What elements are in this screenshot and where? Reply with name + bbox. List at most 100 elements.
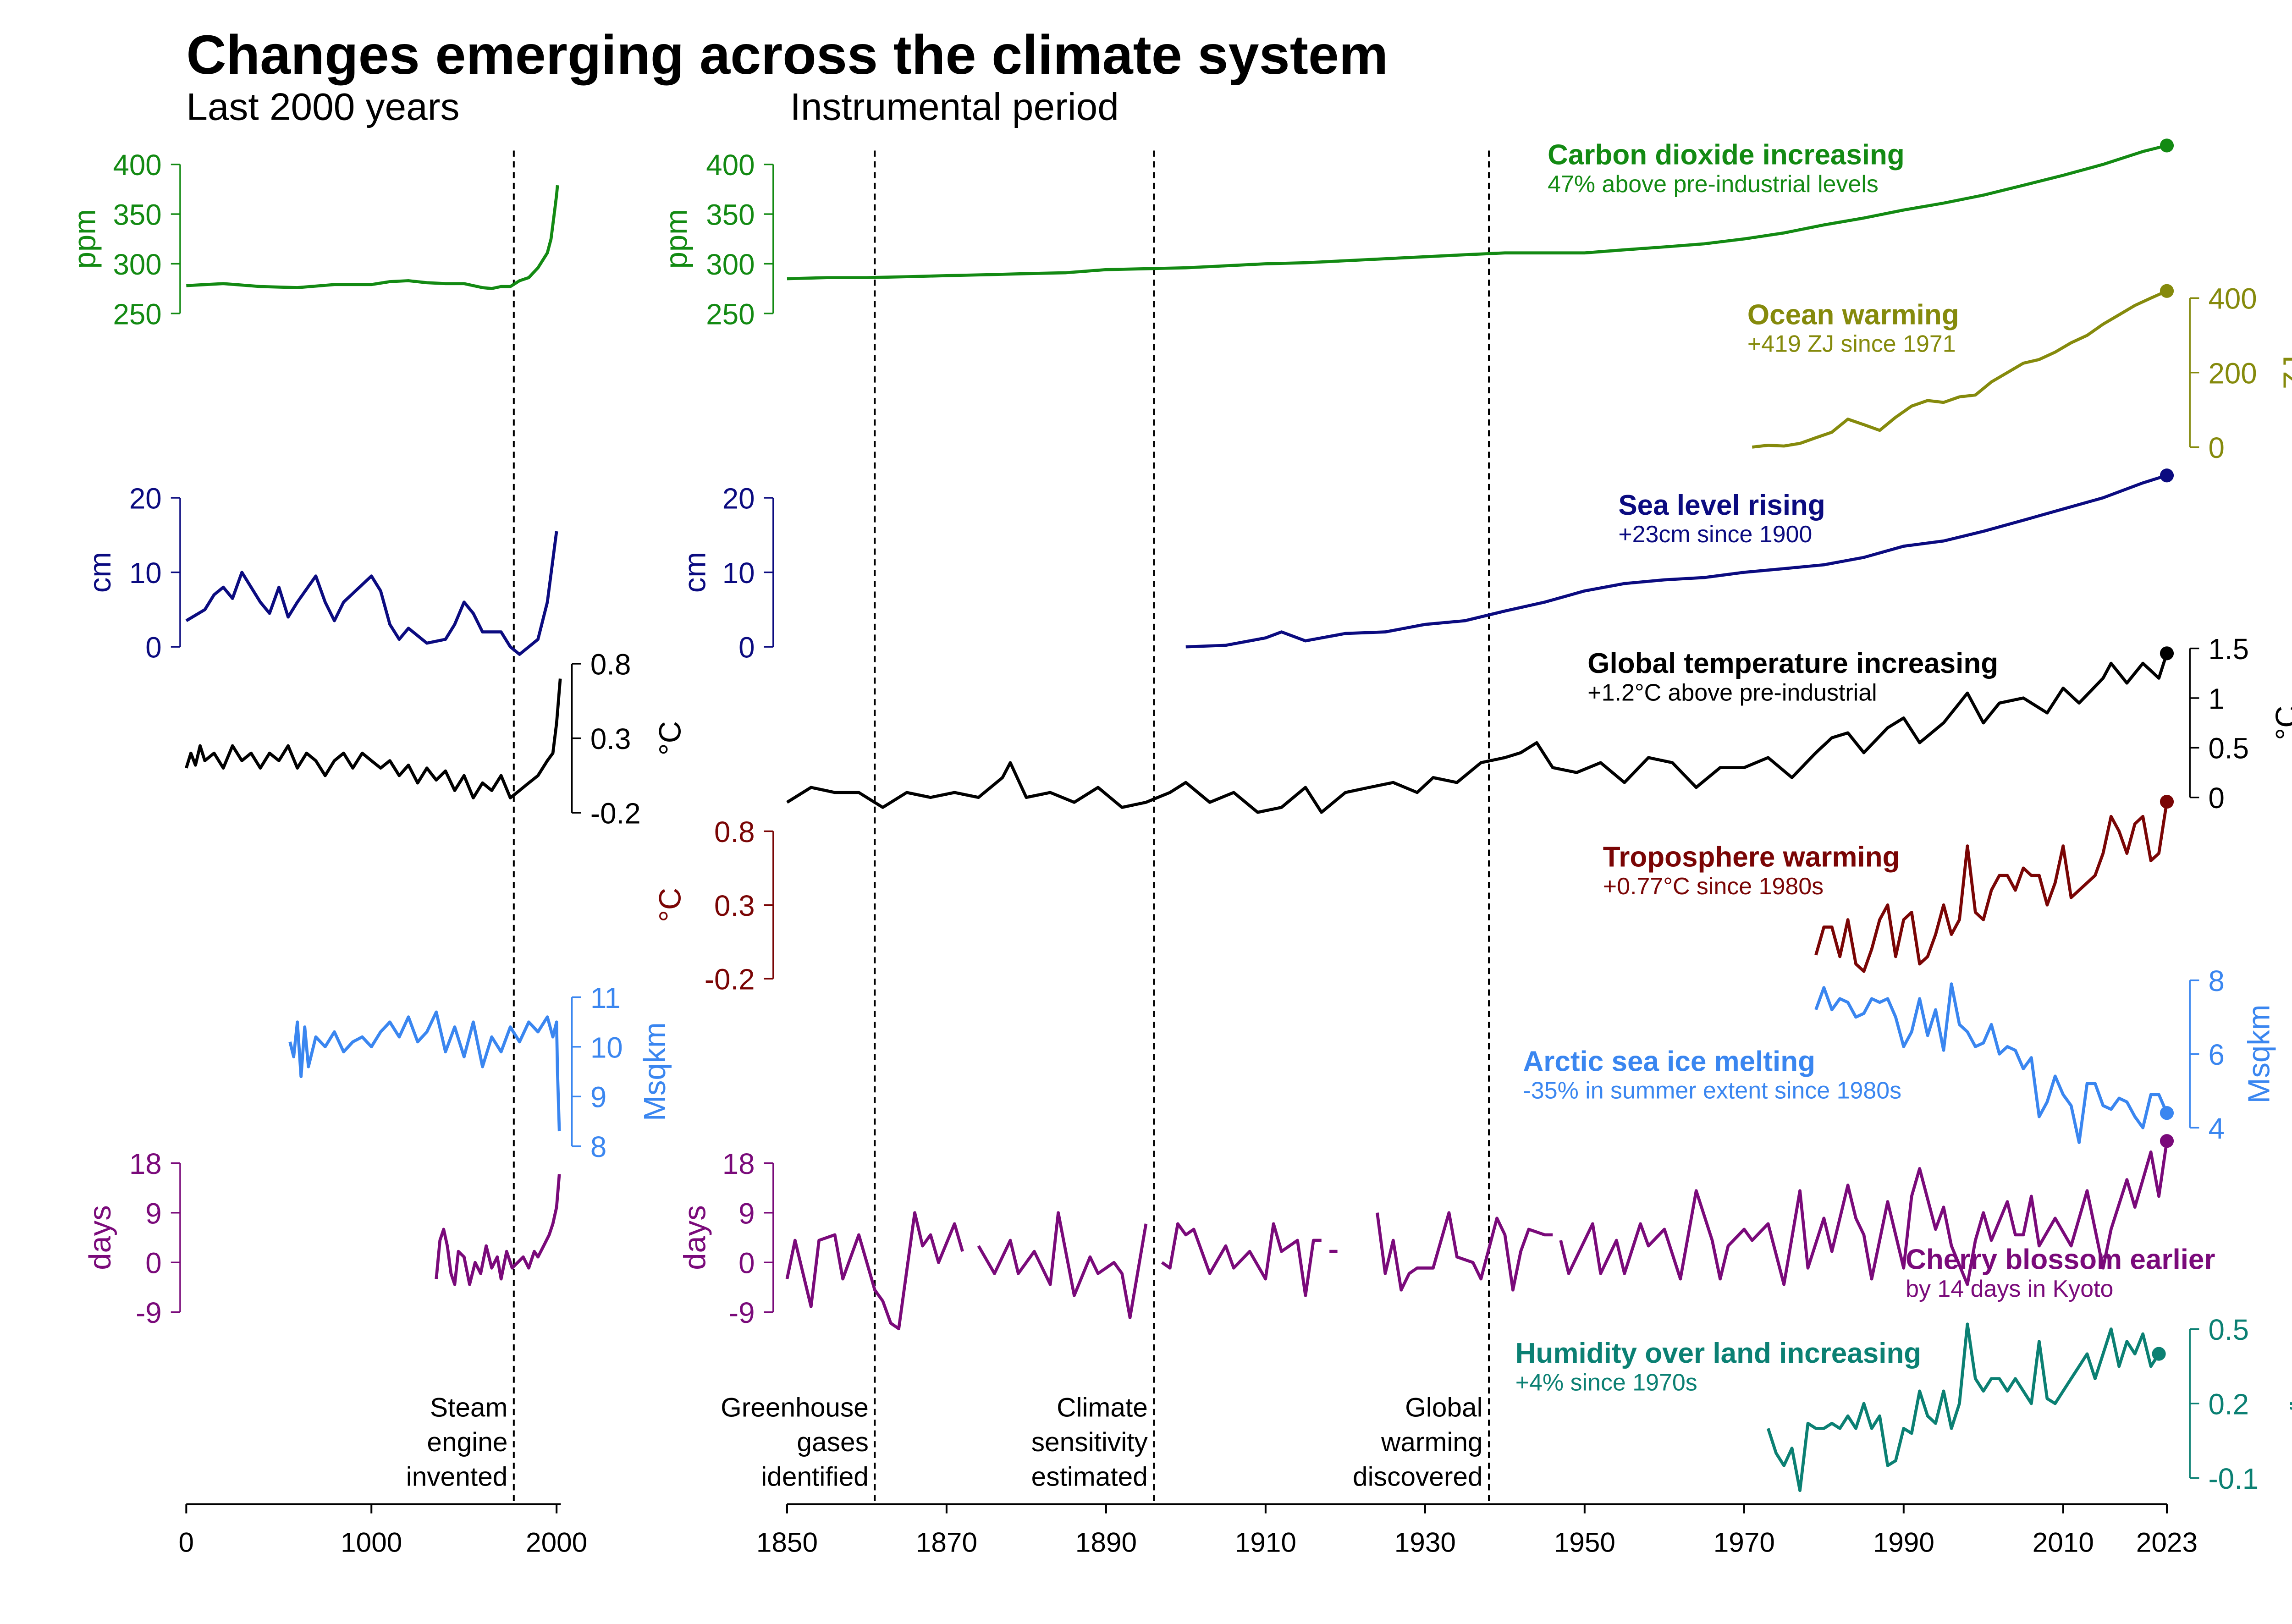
y-tick-label: 0 (2208, 782, 2224, 815)
event-label: Global (1405, 1393, 1483, 1422)
y-tick-label: 4 (2208, 1112, 2224, 1145)
y-axis-unit: ppm (68, 209, 102, 269)
x-tick-label: 0 (179, 1526, 194, 1558)
y-tick-label: 400 (706, 149, 755, 182)
temp-annotation-subtitle: +1.2°C above pre-industrial (1587, 679, 1877, 706)
x-tick-label: 1930 (1394, 1526, 1456, 1558)
y-tick-label: 350 (113, 199, 161, 231)
x-tick-label: 1870 (916, 1526, 977, 1558)
y-axis-unit: cm (678, 552, 712, 593)
y-tick-label: 350 (706, 199, 755, 231)
x-tick-label: 1850 (756, 1526, 818, 1558)
y-tick-label: 10 (129, 557, 162, 589)
ice-last_2000_years-panel: 11 10 9 8 Msqkm (288, 982, 672, 1163)
y-tick-label: 18 (722, 1148, 755, 1180)
hum-line (1766, 1322, 2160, 1492)
y-tick-label: 250 (113, 298, 161, 330)
x-tick-label: 1950 (1554, 1526, 1615, 1558)
ice-endpoint-dot (2160, 1106, 2174, 1120)
ocean-endpoint-dot (2160, 284, 2174, 298)
ice-annotation-title: Arctic sea ice melting (1523, 1046, 1815, 1077)
co2-endpoint-dot (2160, 138, 2174, 153)
y-tick-label: -0.2 (590, 798, 641, 830)
subtitle-instrumental: Instrumental period (790, 85, 1119, 128)
y-tick-label: 400 (113, 149, 161, 182)
y-tick-label: 9 (738, 1197, 755, 1230)
x-tick-label: 1970 (1713, 1526, 1775, 1558)
y-tick-label: 0.5 (2208, 1314, 2249, 1346)
y-tick-label: 0 (2208, 432, 2224, 464)
x-tick-label: 1910 (1235, 1526, 1296, 1558)
y-tick-label: 0.8 (590, 649, 631, 681)
event-lines: Steam engine invented Greenhouse gases identi… (406, 150, 1490, 1504)
x-tick-label: 1000 (341, 1526, 402, 1558)
y-tick-label: 10 (722, 557, 755, 589)
temp-endpoint-dot (2160, 646, 2174, 661)
temp-instrumental-panel: 1.5 1 0.5 0 °C Global temperature increasing+… (786, 633, 2292, 815)
temp-line (185, 678, 562, 800)
sea-endpoint-dot (2160, 468, 2174, 483)
event-label: warming (1381, 1427, 1483, 1457)
y-axis-unit: Msqkm (2242, 1004, 2276, 1103)
event-label: engine (427, 1427, 507, 1457)
tropo-line (1814, 801, 2169, 973)
event-label: Climate (1057, 1393, 1148, 1422)
cherry-last_2000_years-panel: 18 9 0 -9 days (83, 1148, 561, 1329)
y-tick-label: 400 (2208, 283, 2257, 315)
co2-instrumental-panel: 400 350 300 250 ppm Carbon dioxide increasing… (659, 138, 2174, 330)
y-tick-label: 0.3 (714, 890, 755, 922)
ice-annotation-subtitle: -35% in summer extent since 1980s (1523, 1078, 1902, 1104)
ice-line (288, 1010, 561, 1132)
event-label: Steam (430, 1393, 507, 1422)
y-tick-label: 1.5 (2208, 633, 2249, 666)
temp-last_2000_years-panel: 0.8 0.3 -0.2 °C (185, 649, 688, 830)
cherry-line (435, 1174, 561, 1286)
cherry-line (1559, 1140, 2169, 1286)
ocean-annotation-subtitle: +419 ZJ since 1971 (1747, 331, 1956, 358)
x-tick-label: 1890 (1075, 1526, 1137, 1558)
co2-annotation-title: Carbon dioxide increasing (1548, 139, 1905, 171)
y-tick-label: -0.2 (705, 963, 755, 996)
y-tick-label: 20 (722, 482, 755, 515)
co2-line (186, 185, 559, 290)
tropo-instrumental-panel: 0.8 0.3 -0.2 °C Troposphere warming+0.77°C s… (653, 794, 2174, 996)
sea-instrumental-panel: 20 10 0 cm Sea level rising+23cm since 1900 (678, 468, 2174, 664)
tropo-endpoint-dot (2160, 794, 2174, 809)
cherry-line (1161, 1222, 1322, 1297)
y-tick-label: -9 (136, 1297, 162, 1329)
y-tick-label: 8 (590, 1131, 606, 1163)
ocean-instrumental-panel: 400 200 0 ZJ Ocean warming+419 ZJ since 1971 (1747, 283, 2292, 464)
sea-line (1185, 473, 2167, 649)
co2-line (787, 144, 2167, 281)
y-tick-label: 0.2 (2208, 1388, 2249, 1420)
cherry-line (785, 1211, 964, 1331)
tropo-annotation-title: Troposphere warming (1603, 841, 1900, 873)
x-tick-label: 1990 (1873, 1526, 1934, 1558)
event-label: invented (406, 1462, 508, 1492)
event-label: estimated (1031, 1462, 1148, 1492)
x-axes: 0 1000 2000 1850 1870 1890 1910 1930 1950 1970 199… (179, 1503, 2198, 1558)
y-tick-label: 300 (706, 248, 755, 281)
y-tick-label: 200 (2208, 357, 2257, 390)
y-tick-label: -9 (729, 1297, 755, 1329)
y-tick-label: 0 (738, 632, 755, 664)
y-tick-label: 0.8 (714, 816, 755, 848)
y-tick-label: 0 (145, 1247, 161, 1280)
event-label: identified (761, 1462, 869, 1492)
y-tick-label: 0.3 (590, 723, 631, 755)
cherry-endpoint-dot (2160, 1134, 2174, 1148)
y-axis-unit: °C (653, 888, 688, 922)
y-tick-label: 1 (2208, 683, 2224, 715)
event-label: sensitivity (1031, 1427, 1148, 1457)
y-axis-unit: Msqkm (638, 1022, 672, 1121)
y-tick-label: 9 (145, 1197, 161, 1230)
ocean-line (1752, 289, 2168, 449)
ice-instrumental-panel: 8 6 4 Msqkm Arctic sea ice melting-35% in su… (1523, 965, 2276, 1145)
cherry-line (1376, 1211, 1553, 1292)
event-label: gases (797, 1427, 868, 1457)
chart-title: Changes emerging across the climate syst… (186, 24, 1388, 86)
y-axis-unit: days (678, 1205, 712, 1270)
y-tick-label: 0 (738, 1247, 755, 1280)
